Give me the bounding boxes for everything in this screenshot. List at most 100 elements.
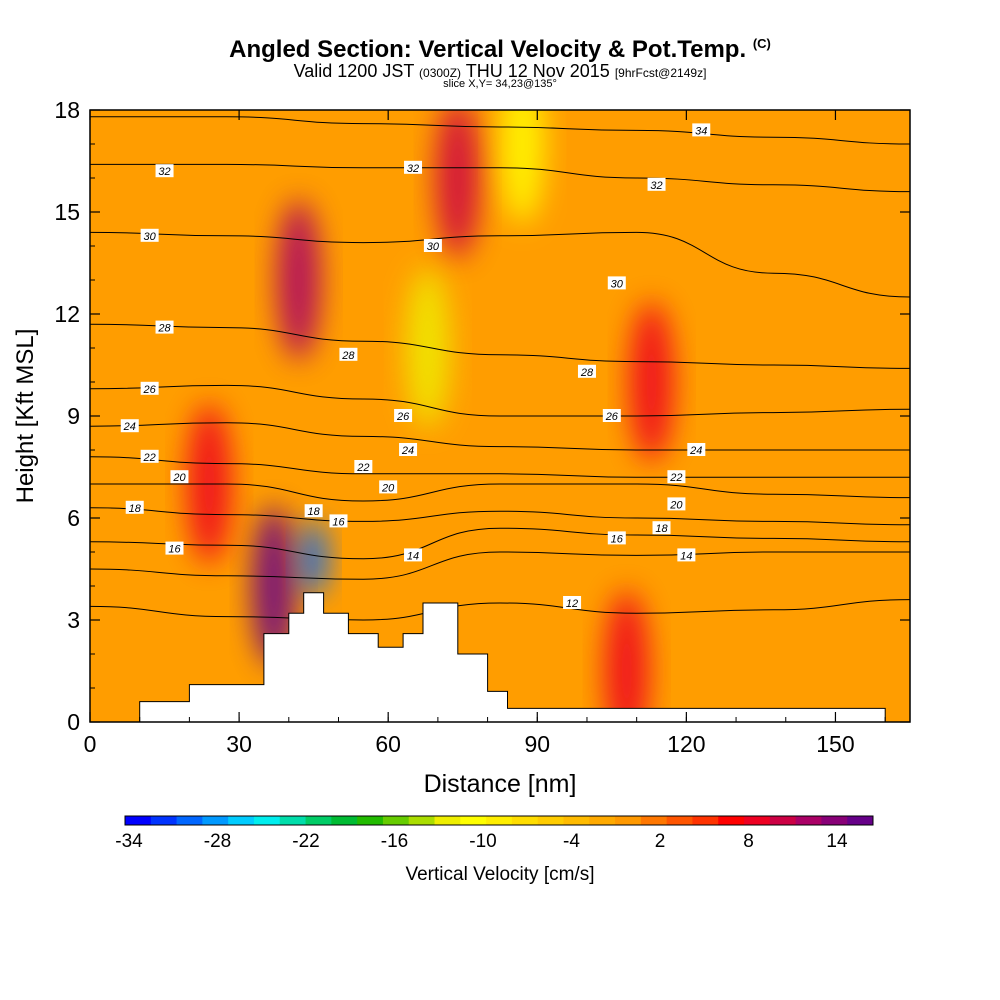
x-tick-label: 120 xyxy=(667,731,705,757)
colorbar-segment xyxy=(795,816,822,825)
x-tick-label: 0 xyxy=(84,731,97,757)
isentrope-label-22: 22 xyxy=(669,472,682,484)
isentrope-24 xyxy=(90,422,910,451)
colorbar-segment xyxy=(692,816,719,825)
isentrope-label-28: 28 xyxy=(157,323,171,335)
isentrope-label-28: 28 xyxy=(580,367,594,379)
velocity-feature-7 xyxy=(629,302,674,462)
colorbar-tick-label: -28 xyxy=(204,831,231,852)
chart-title: Angled Section: Vertical Velocity & Pot.… xyxy=(229,36,771,63)
isentrope-label-bg xyxy=(404,548,423,562)
isentrope-12 xyxy=(90,599,910,621)
isentrope-label-18: 18 xyxy=(655,523,668,535)
isentrope-label-bg xyxy=(339,347,358,361)
x-tick-label: 30 xyxy=(226,731,252,757)
isentrope-label-26: 26 xyxy=(396,411,410,423)
colorbar-segment xyxy=(408,816,436,825)
y-tick-label: 0 xyxy=(67,709,80,735)
isentrope-label-bg xyxy=(647,177,666,191)
isentrope-label-bg xyxy=(120,419,139,433)
velocity-feature-8 xyxy=(604,591,649,722)
colorbar-tick-label: -16 xyxy=(381,831,408,852)
y-tick-label: 18 xyxy=(54,97,80,123)
colorbar-segment xyxy=(769,816,797,825)
y-tick-label: 9 xyxy=(67,403,80,429)
colorbar-segment xyxy=(176,816,203,825)
isentrope-label-bg xyxy=(140,228,159,242)
colorbar-tick-label: 14 xyxy=(826,831,848,852)
colorbar-segment xyxy=(253,816,281,825)
colorbar-segment xyxy=(589,816,616,825)
isentrope-label-bg xyxy=(379,480,398,494)
axes: 0 30 60 90 120 150 0 3 6 9 12 15 18 xyxy=(54,97,910,757)
isentrope-14 xyxy=(90,551,910,580)
colorbar-segment xyxy=(125,816,152,825)
x-tick-label: 90 xyxy=(524,731,550,757)
velocity-feature-0 xyxy=(276,200,321,360)
colorbar-segment xyxy=(486,816,513,825)
isentrope-label-bg xyxy=(140,381,159,395)
isentrope-30 xyxy=(90,231,910,298)
colorbar-segment xyxy=(331,816,358,825)
x-tick-label: 60 xyxy=(375,731,401,757)
colorbar-segment xyxy=(511,816,539,825)
isentrope-label-24: 24 xyxy=(123,421,136,433)
colorbar-segment xyxy=(305,816,332,825)
y-tick-label: 3 xyxy=(67,607,80,633)
isentrope-label-24: 24 xyxy=(401,445,414,457)
isentrope-label-34: 34 xyxy=(695,125,707,137)
colorbar-segment xyxy=(744,816,771,825)
colorbar-segment xyxy=(640,816,668,825)
isentrope-18 xyxy=(90,507,910,526)
isentrope-label-26: 26 xyxy=(605,411,619,423)
x-tick-label: 150 xyxy=(816,731,854,757)
isentrope-20 xyxy=(90,483,910,502)
velocity-feature-4 xyxy=(405,268,450,428)
isentrope-label-bg xyxy=(687,443,706,456)
y-tick-label: 15 xyxy=(54,199,80,225)
isentrope-34 xyxy=(90,116,910,145)
isentrope-label-32: 32 xyxy=(407,163,419,175)
isentrope-label-20: 20 xyxy=(669,499,683,511)
isentrope-label-32: 32 xyxy=(650,180,662,192)
isentrope-lines: 34 32 32 32 30 30 30 28 28 28 26 26 26 24 24 24 22 22 22 20… xyxy=(90,116,910,621)
isentrope-26 xyxy=(90,384,910,417)
colorbar: -34 -28 -22 -16 -10 -4 2 8 14 xyxy=(115,815,874,852)
velocity-feature-2 xyxy=(251,506,296,666)
colorbar-segment xyxy=(615,816,642,825)
isentrope-label-bg xyxy=(607,276,626,290)
isentrope-label-bg xyxy=(577,364,596,378)
isentrope-label-14: 14 xyxy=(407,550,419,562)
isentrope-label-bg xyxy=(607,531,626,545)
colorbar-tick-label: -10 xyxy=(469,831,496,852)
colorbar-segment xyxy=(821,816,848,825)
velocity-feature-1 xyxy=(435,110,480,258)
terrain xyxy=(139,592,886,722)
isentrope-label-26: 26 xyxy=(143,384,157,396)
isentrope-label-12: 12 xyxy=(566,598,578,610)
colorbar-tick-label: -34 xyxy=(115,831,143,852)
isentrope-label-18: 18 xyxy=(308,506,321,518)
isentrope-label-bg xyxy=(399,443,418,456)
isentrope-label-bg xyxy=(170,470,189,484)
isentrope-label-bg xyxy=(125,500,144,514)
isentrope-22 xyxy=(90,456,910,478)
colorbar-frame xyxy=(124,815,874,826)
colorbar-tick-label: -22 xyxy=(292,831,319,852)
colorbar-segment xyxy=(228,816,255,825)
colorbar-tick-label: 8 xyxy=(743,831,754,852)
isentrope-label-20: 20 xyxy=(381,482,395,494)
isentrope-16 xyxy=(90,527,910,560)
isentrope-label-bg xyxy=(404,160,423,174)
colorbar-segment xyxy=(150,816,178,825)
colorbar-segment xyxy=(382,816,410,825)
isentrope-label-bg xyxy=(304,504,323,518)
isentrope-label-bg xyxy=(423,239,442,252)
isentrope-label-16: 16 xyxy=(168,544,181,556)
colorbar-segment xyxy=(279,816,307,825)
isentrope-label-16: 16 xyxy=(332,516,345,528)
isentrope-label-20: 20 xyxy=(172,472,186,484)
y-tick-label: 6 xyxy=(67,505,80,531)
colorbar-segment xyxy=(563,816,590,825)
isentrope-label-bg xyxy=(394,409,413,422)
